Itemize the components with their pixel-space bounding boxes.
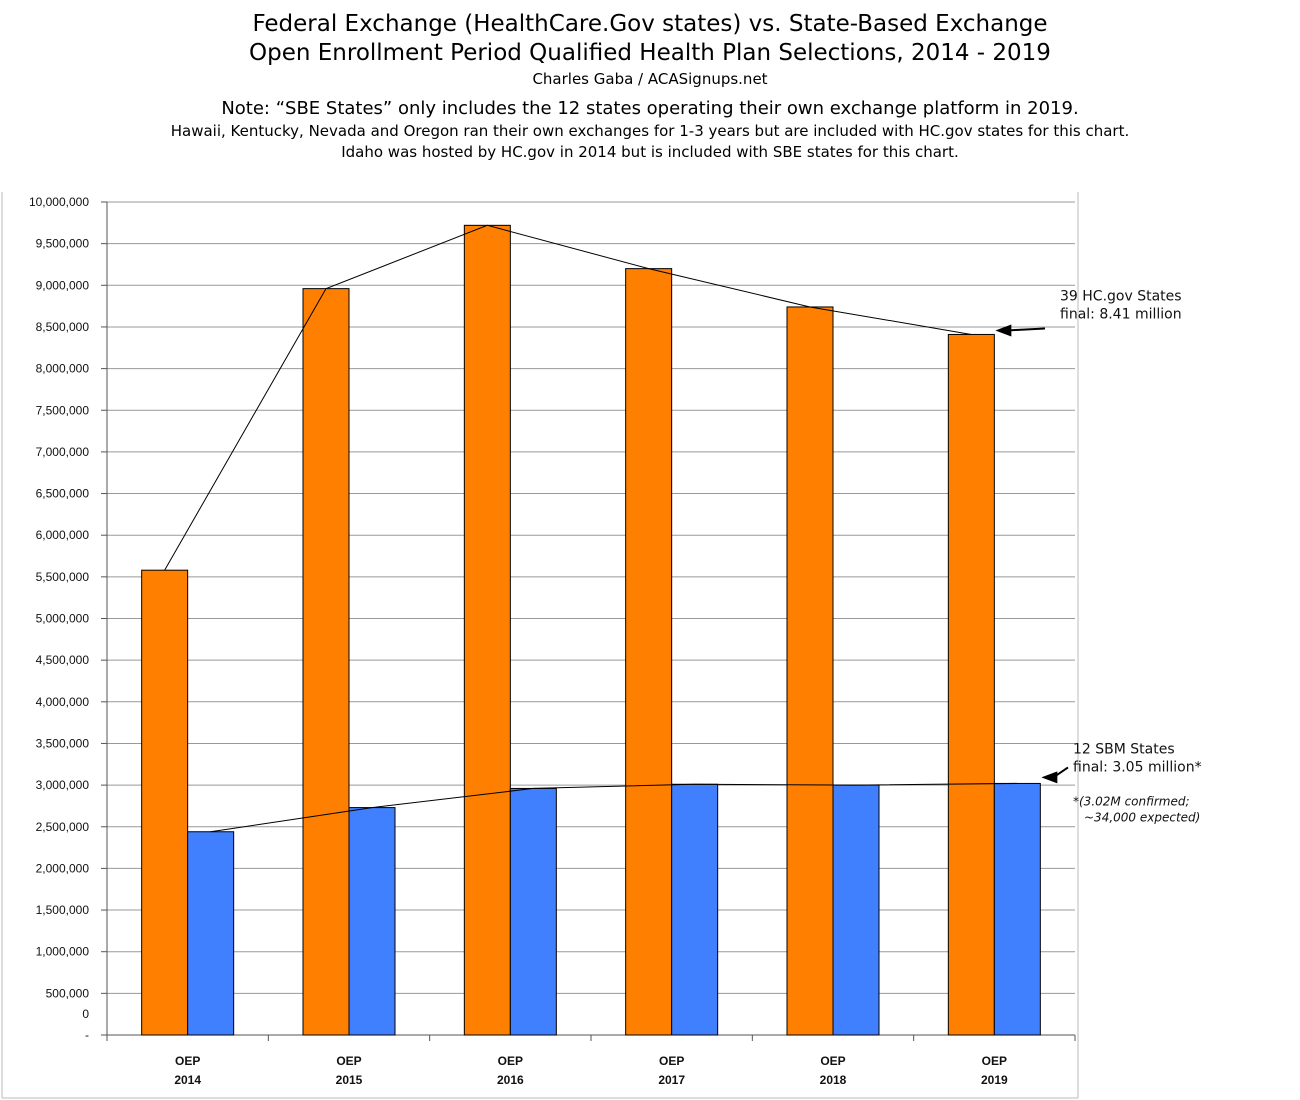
y-tick-label: 9,000,000 bbox=[36, 278, 90, 292]
federal-bar bbox=[786, 306, 834, 1036]
x-category-label: OEP bbox=[336, 1054, 361, 1068]
sbe-footnote-line: ~34,000 expected) bbox=[1084, 810, 1200, 824]
y-tick-label: 1,500,000 bbox=[36, 903, 90, 917]
annotation-arrowhead bbox=[1041, 771, 1058, 784]
chart-header: Federal Exchange (HealthCare.Gov states)… bbox=[0, 10, 1300, 163]
y-tick-label: 4,500,000 bbox=[36, 653, 90, 667]
y-tick-label: 7,000,000 bbox=[36, 445, 90, 459]
chart-note-line-3: Idaho was hosted by HC.gov in 2014 but i… bbox=[341, 143, 959, 161]
federal-final-annotation-line: final: 8.41 million bbox=[1060, 306, 1182, 322]
x-category-label: OEP bbox=[498, 1054, 523, 1068]
federal-bar bbox=[463, 224, 511, 1036]
sbe-bar bbox=[187, 831, 235, 1036]
chart-note-line-2: Hawaii, Kentucky, Nevada and Oregon ran … bbox=[170, 122, 1130, 140]
y-tick-label: 8,000,000 bbox=[36, 362, 90, 376]
sbe-final-annotation-line: 12 SBM States bbox=[1073, 741, 1175, 757]
y-tick-label: 6,000,000 bbox=[36, 528, 90, 542]
chart-note-line-1: Note: “SBE States” only includes the 12 … bbox=[221, 98, 1079, 119]
sbe-bar bbox=[993, 782, 1041, 1036]
federal-bar bbox=[625, 268, 673, 1036]
y-tick-label: 5,000,000 bbox=[36, 612, 90, 626]
chart-byline: Charles Gaba / ACASignups.net bbox=[532, 70, 768, 88]
federal-bar bbox=[947, 333, 995, 1036]
federal-bar bbox=[302, 288, 350, 1036]
y-tick-label: 9,500,000 bbox=[36, 237, 90, 251]
annotation-arrow-shaft bbox=[1007, 327, 1046, 332]
x-category-label: 2014 bbox=[174, 1073, 201, 1087]
chart-title-line-1: Federal Exchange (HealthCare.Gov states)… bbox=[252, 11, 1048, 37]
y-zero-label: 0 bbox=[82, 1007, 89, 1021]
sbe-bar bbox=[348, 807, 396, 1036]
y-tick-label: 2,000,000 bbox=[36, 861, 90, 875]
x-category-label: 2016 bbox=[497, 1073, 524, 1087]
y-tick-label: 5,500,000 bbox=[36, 570, 90, 584]
sbe-footnote-line: *(3.02M confirmed; bbox=[1073, 794, 1190, 808]
sbe-bar bbox=[671, 783, 719, 1036]
y-tick-label: 3,500,000 bbox=[36, 736, 90, 750]
y-tick-label: - bbox=[85, 1028, 89, 1042]
x-category-label: 2018 bbox=[820, 1073, 847, 1087]
sbe-trendline bbox=[210, 782, 1018, 833]
sbe-bar bbox=[832, 784, 880, 1036]
y-tick-label: 7,500,000 bbox=[36, 403, 90, 417]
x-category-label: 2015 bbox=[336, 1073, 363, 1087]
y-tick-label: 10,000,000 bbox=[29, 195, 89, 209]
y-tick-label: 500,000 bbox=[46, 986, 90, 1000]
y-tick-label: 2,500,000 bbox=[36, 820, 90, 834]
annotation-arrowhead bbox=[995, 324, 1012, 337]
sbe-final-annotation-line: final: 3.05 million* bbox=[1073, 759, 1202, 775]
y-tick-label: 3,000,000 bbox=[36, 778, 90, 792]
x-category-label: OEP bbox=[175, 1054, 200, 1068]
chart-title-line-2: Open Enrollment Period Qualified Health … bbox=[249, 40, 1051, 66]
federal-final-annotation-line: 39 HC.gov States bbox=[1060, 288, 1182, 304]
x-category-label: OEP bbox=[659, 1054, 684, 1068]
y-tick-label: 6,500,000 bbox=[36, 487, 90, 501]
y-tick-label: 1,000,000 bbox=[36, 945, 90, 959]
y-tick-label: 8,500,000 bbox=[36, 320, 90, 334]
x-category-label: 2019 bbox=[981, 1073, 1008, 1087]
sbe-bar bbox=[509, 787, 557, 1036]
y-tick-label: 4,000,000 bbox=[36, 695, 90, 709]
x-category-label: 2017 bbox=[658, 1073, 685, 1087]
x-category-label: OEP bbox=[982, 1054, 1007, 1068]
x-category-label: OEP bbox=[820, 1054, 845, 1068]
federal-trendline bbox=[164, 224, 972, 571]
federal-bar bbox=[141, 569, 189, 1036]
